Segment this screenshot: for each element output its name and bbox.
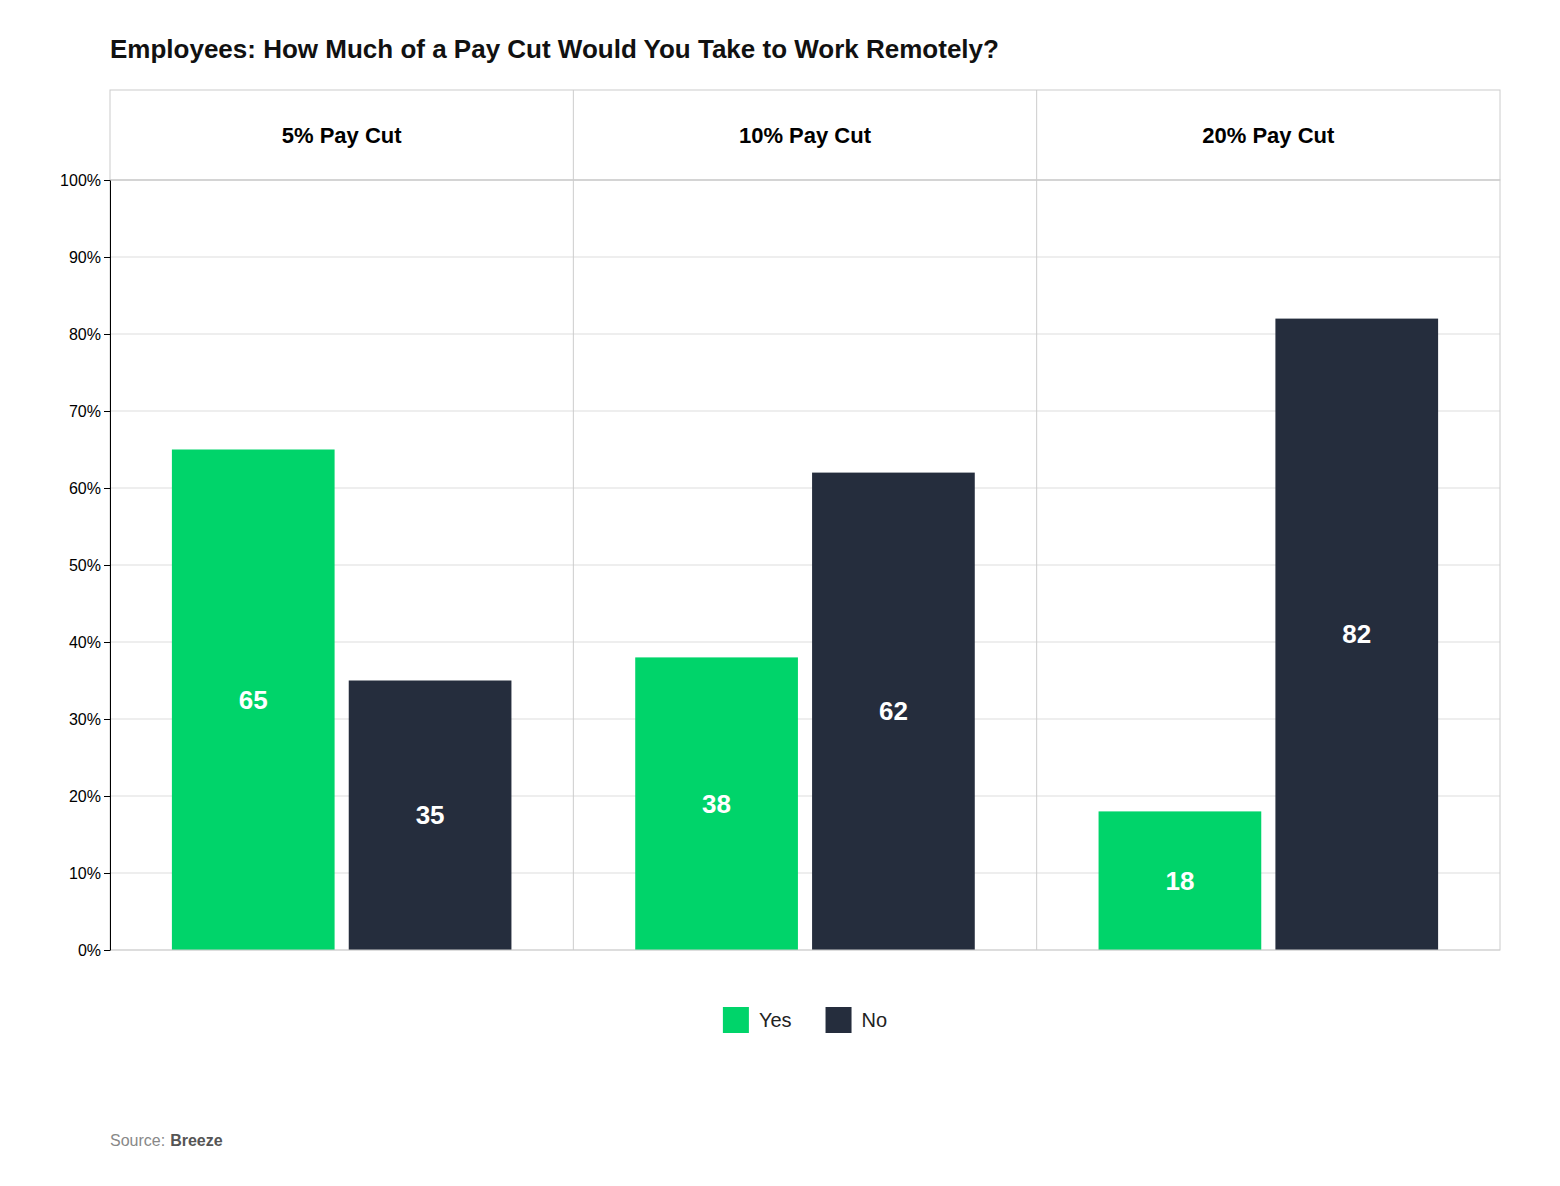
- tick-mark: [104, 334, 110, 335]
- tick-label: 90%: [69, 249, 101, 266]
- tick: 40%: [69, 634, 110, 651]
- legend-item: Yes: [723, 1007, 792, 1033]
- data-label: 82: [1342, 619, 1371, 649]
- legend-label: No: [862, 1009, 888, 1031]
- tick: 0%: [78, 942, 110, 959]
- tick: 100%: [60, 172, 110, 189]
- header-frame: [110, 90, 1500, 180]
- data-label: 62: [879, 696, 908, 726]
- tick-mark: [104, 719, 110, 720]
- dividers: [573, 90, 1036, 950]
- tick: 80%: [69, 326, 110, 343]
- title: Employees: How Much of a Pay Cut Would Y…: [110, 34, 999, 64]
- tick-mark: [104, 950, 110, 951]
- y-axis: 0% 10% 20% 30% 40% 50% 60% 70% 80% 90% 100%: [60, 172, 110, 959]
- legend: Yes No: [723, 1007, 887, 1033]
- bars: [172, 319, 1438, 950]
- group-labels: 5% Pay Cut 10% Pay Cut 20% Pay Cut: [282, 123, 1335, 148]
- legend-label: Yes: [759, 1009, 792, 1031]
- tick-label: 10%: [69, 865, 101, 882]
- tick: 90%: [69, 249, 110, 266]
- grid: [110, 180, 1500, 950]
- group-label: 5% Pay Cut: [282, 123, 402, 148]
- bar: [635, 657, 798, 950]
- annotation: Breeze: [170, 1132, 223, 1149]
- tick-label: 20%: [69, 788, 101, 805]
- plot-frame: [110, 180, 1500, 950]
- tick-label: 0%: [78, 942, 101, 959]
- tick-label: 100%: [60, 172, 101, 189]
- tick-label: 60%: [69, 480, 101, 497]
- annotation: Source:: [110, 1132, 165, 1149]
- tick: 60%: [69, 480, 110, 497]
- tick-mark: [104, 565, 110, 566]
- tick-label: 50%: [69, 557, 101, 574]
- tick-mark: [104, 411, 110, 412]
- legend-swatch: [826, 1007, 852, 1033]
- source: Source: Breeze: [110, 1132, 223, 1149]
- tick-mark: [104, 873, 110, 874]
- tick: 30%: [69, 711, 110, 728]
- tick-label: 70%: [69, 403, 101, 420]
- group-divider: [1036, 90, 1037, 950]
- group-label: 10% Pay Cut: [739, 123, 872, 148]
- tick: 20%: [69, 788, 110, 805]
- bar: [1099, 811, 1262, 950]
- data-label: 65: [239, 685, 268, 715]
- tick-label: 30%: [69, 711, 101, 728]
- tick: 70%: [69, 403, 110, 420]
- data-labels: 65 38 18 35 62 82: [239, 619, 1371, 895]
- tick: 10%: [69, 865, 110, 882]
- tick: 50%: [69, 557, 110, 574]
- chart: Employees: How Much of a Pay Cut Would Y…: [0, 0, 1560, 1186]
- bar: [1275, 319, 1438, 950]
- tick-label: 40%: [69, 634, 101, 651]
- group-label: 20% Pay Cut: [1202, 123, 1335, 148]
- tick-mark: [104, 488, 110, 489]
- tick-label: 80%: [69, 326, 101, 343]
- legend-item: No: [826, 1007, 888, 1033]
- axis-line: [110, 181, 111, 951]
- data-label: 35: [416, 800, 445, 830]
- data-label: 38: [702, 789, 731, 819]
- tick-mark: [104, 257, 110, 258]
- group-divider: [573, 90, 574, 950]
- tick-mark: [104, 180, 110, 181]
- bar: [812, 473, 975, 950]
- legend-swatch: [723, 1007, 749, 1033]
- data-label: 18: [1165, 866, 1194, 896]
- tick-mark: [104, 642, 110, 643]
- bar: [172, 450, 335, 951]
- tick-mark: [104, 796, 110, 797]
- grid-line: [110, 257, 1500, 258]
- bar: [349, 681, 512, 951]
